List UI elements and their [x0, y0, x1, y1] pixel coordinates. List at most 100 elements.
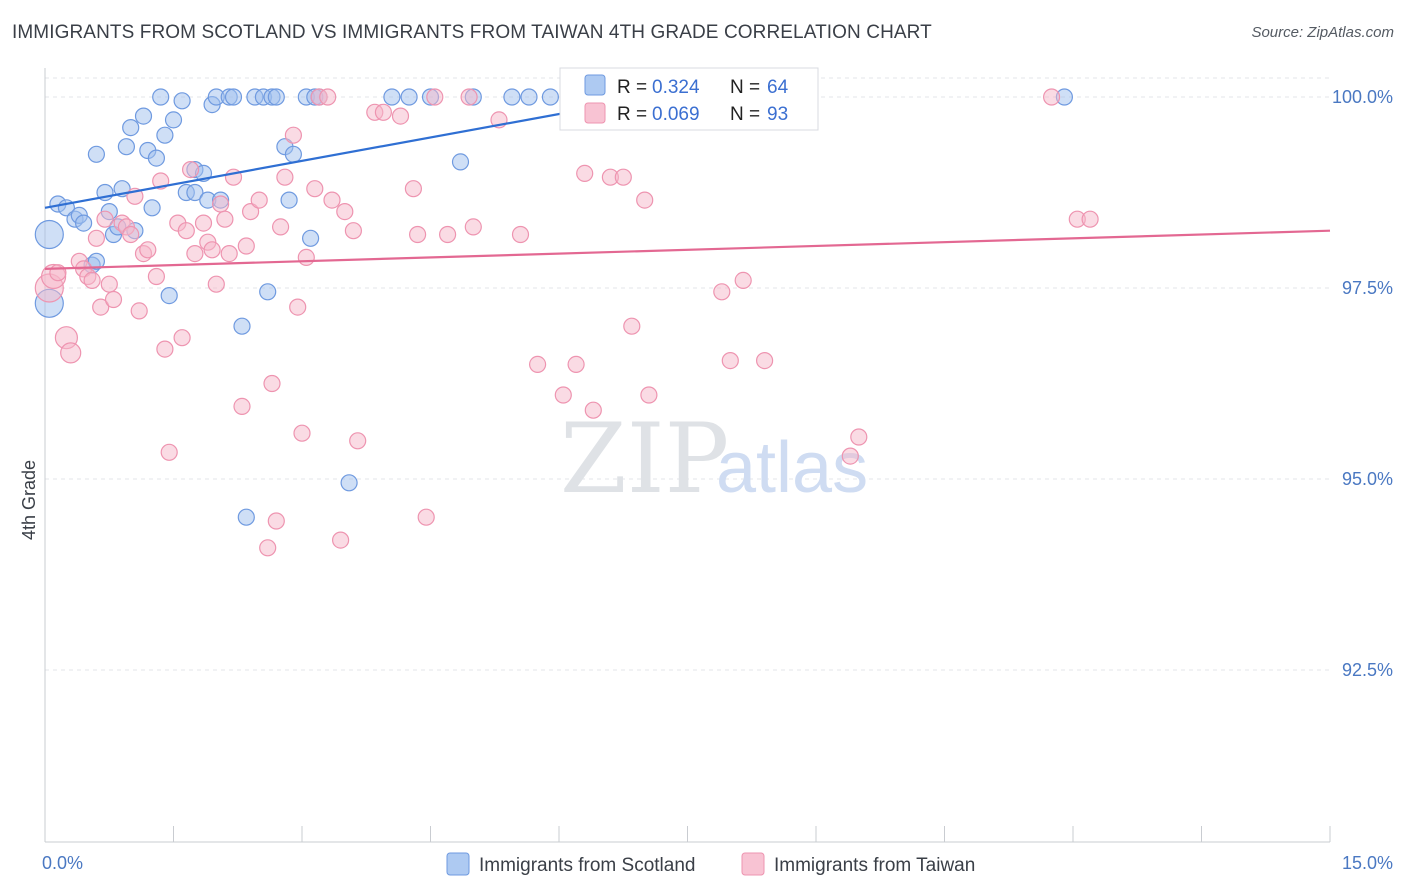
data-point: [156, 340, 174, 358]
data-point: [1081, 210, 1099, 228]
stats-legend: R = 0.324 N = 64 R = 0.069 N = 93: [559, 67, 819, 131]
data-point: [104, 290, 123, 309]
series-taiwan-points: [34, 88, 1099, 557]
legend-taiwan-swatch: [584, 102, 606, 124]
data-point: [60, 342, 82, 364]
data-point: [584, 401, 602, 419]
data-point: [152, 88, 170, 106]
trend-line-scotland: [44, 103, 611, 209]
data-point: [400, 88, 418, 106]
data-point: [439, 225, 457, 244]
legend-taiwan-r-value: 0.069: [652, 104, 700, 125]
legend-scotland-swatch: [584, 74, 606, 96]
series-scotland-points: [34, 88, 1074, 526]
data-point: [713, 283, 731, 301]
data-point: [383, 88, 401, 106]
legend-scotland-n-label: N =: [730, 77, 760, 98]
data-point: [74, 214, 93, 232]
data-point: [636, 191, 654, 209]
data-point: [87, 229, 106, 247]
bottom-legend-scotland-label: Immigrants from Scotland: [479, 855, 695, 876]
data-point: [374, 103, 392, 121]
data-point: [306, 180, 324, 198]
data-point: [143, 199, 161, 217]
y-tick-label: 92.5%: [1342, 660, 1393, 680]
data-point: [87, 252, 106, 270]
data-point: [280, 191, 298, 209]
data-point: [34, 219, 64, 250]
bottom-legend-scotland-swatch: [446, 852, 470, 876]
legend-taiwan-r-label: R =: [617, 104, 647, 125]
data-point: [614, 168, 632, 186]
watermark-atlas: atlas: [716, 428, 868, 508]
data-point: [567, 355, 585, 373]
data-point: [302, 229, 320, 247]
data-point: [259, 539, 277, 557]
data-point: [122, 118, 140, 137]
data-point: [117, 138, 136, 156]
data-point: [224, 88, 243, 106]
data-point: [323, 191, 341, 209]
x-tick-label: 15.0%: [1342, 853, 1393, 873]
data-point: [259, 283, 277, 301]
bottom-legend-taiwan-swatch: [741, 852, 765, 876]
watermark: ZIP atlas: [560, 403, 868, 515]
data-point: [349, 432, 367, 450]
legend-taiwan-n-value: 93: [767, 104, 788, 125]
data-point: [511, 225, 530, 244]
data-point: [147, 149, 165, 167]
data-point: [554, 386, 572, 404]
data-point: [130, 302, 148, 320]
data-point: [220, 245, 238, 263]
data-point: [203, 241, 221, 259]
data-point: [263, 374, 281, 393]
data-point: [250, 191, 268, 209]
data-point: [426, 88, 444, 106]
data-point: [451, 153, 470, 171]
data-point: [340, 474, 358, 492]
data-point: [460, 88, 478, 106]
data-point: [755, 352, 774, 370]
chart-source: Source: ZipAtlas.com: [1251, 24, 1394, 41]
bottom-legend: Immigrants from Scotland Immigrants from…: [446, 852, 975, 876]
axes: [44, 68, 1331, 843]
y-tick-label: 97.5%: [1342, 278, 1393, 298]
legend-taiwan-n-label: N =: [730, 104, 760, 125]
data-point: [409, 225, 427, 244]
data-point: [841, 447, 859, 465]
data-point: [520, 88, 538, 106]
data-point: [49, 264, 67, 282]
data-point: [297, 248, 315, 266]
chart-title: IMMIGRANTS FROM SCOTLAND VS IMMIGRANTS F…: [12, 22, 932, 43]
data-point: [332, 531, 350, 549]
y-axis-label: 4th Grade: [19, 460, 39, 540]
data-point: [541, 88, 560, 106]
gridlines: [45, 77, 1330, 671]
data-point: [272, 218, 290, 236]
data-point: [284, 126, 302, 144]
data-point: [139, 241, 157, 259]
data-point: [87, 145, 106, 163]
data-point: [212, 195, 230, 213]
data-point: [344, 222, 362, 240]
data-point: [164, 111, 183, 129]
data-point: [576, 164, 594, 182]
data-point: [289, 298, 307, 316]
legend-scotland-n-value: 64: [767, 77, 789, 98]
data-point: [293, 424, 311, 442]
data-point: [186, 245, 204, 263]
data-point: [100, 275, 118, 293]
data-point: [237, 508, 255, 526]
legend-scotland-r-label: R =: [617, 77, 647, 98]
data-point: [284, 145, 302, 163]
data-point: [721, 352, 739, 370]
data-point: [156, 126, 174, 144]
data-point: [417, 508, 435, 526]
data-point: [96, 210, 114, 228]
data-point: [528, 355, 547, 373]
watermark-zip: ZIP: [560, 403, 729, 515]
data-point: [503, 88, 521, 106]
data-point: [160, 287, 178, 305]
data-point: [147, 267, 165, 286]
data-point: [173, 329, 191, 347]
